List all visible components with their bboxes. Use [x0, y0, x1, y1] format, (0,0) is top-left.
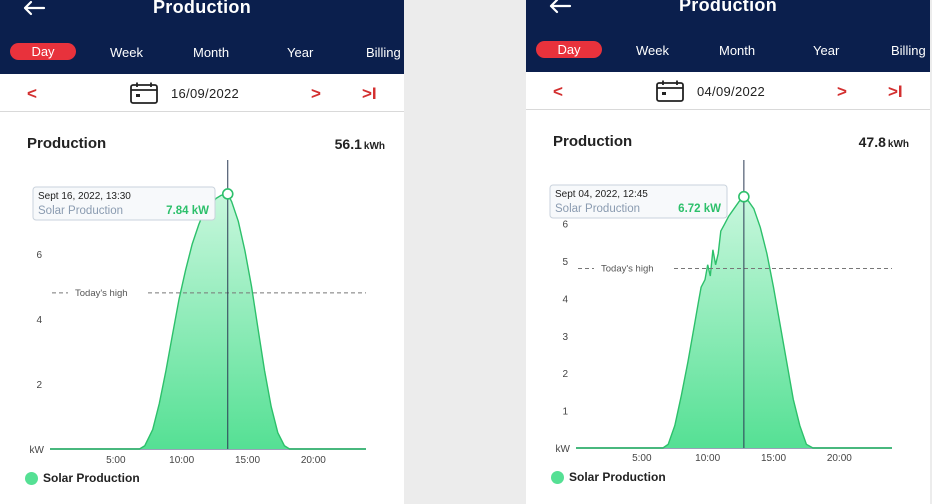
x-tick-label: 15:00: [235, 455, 260, 466]
todays-high-label: Today's high: [75, 288, 128, 299]
date-navigator: < 16/09/2022 > >I: [0, 75, 404, 112]
tooltip-box: [549, 184, 728, 219]
app-header: Production Day Week Month Year Billing: [526, 0, 930, 72]
tab-month[interactable]: Month: [193, 45, 230, 60]
tooltip-time: Sept 04, 2022, 12:45: [555, 189, 648, 200]
tooltip-label: Solar Production: [555, 203, 640, 215]
y-tick-label: 2: [562, 369, 568, 380]
x-tick-label: 20:00: [301, 455, 326, 466]
production-line: [50, 193, 366, 450]
x-tick-label: 10:00: [169, 455, 194, 466]
x-tick-label: 5:00: [632, 453, 652, 464]
y-tick-label: 6: [562, 220, 568, 231]
last-day-button[interactable]: >I: [888, 82, 903, 101]
production-total-value: 56.1: [334, 136, 362, 152]
production-total-unit: kWh: [887, 139, 909, 150]
chart-legend: Solar Production: [25, 471, 140, 485]
tooltip-box: [32, 186, 216, 221]
selected-date[interactable]: 16/09/2022: [171, 86, 240, 101]
tooltip-value: 6.72 kW: [678, 203, 721, 215]
production-area: [50, 194, 366, 449]
selected-date[interactable]: 04/09/2022: [697, 84, 766, 99]
y-tick-label: 2: [36, 380, 42, 391]
previous-day-button[interactable]: <: [553, 82, 563, 101]
legend-swatch: [25, 471, 38, 485]
production-area: [576, 196, 892, 448]
x-tick-label: 15:00: [761, 453, 786, 464]
tooltip-value: 7.84 kW: [166, 205, 209, 217]
production-panel-right: Production Day Week Month Year Billing <…: [526, 0, 930, 504]
app-header: Production Day Week Month Year Billing: [0, 0, 404, 74]
y-tick-label: 3: [562, 332, 568, 343]
cursor-marker: [738, 190, 750, 203]
legend-swatch: [551, 470, 564, 484]
last-day-button[interactable]: >I: [362, 84, 377, 103]
x-tick-label: 20:00: [827, 453, 852, 464]
back-arrow-icon[interactable]: [22, 0, 46, 16]
y-tick-label: 5: [562, 257, 568, 268]
cursor-marker: [221, 188, 234, 200]
tab-year[interactable]: Year: [287, 45, 314, 60]
y-tick-label: 1: [562, 407, 568, 418]
production-total: 47.8 kWh: [859, 134, 909, 150]
x-tick-label: 10:00: [695, 453, 720, 464]
y-tick-label: 4: [36, 315, 42, 326]
page-title: Production: [153, 0, 251, 17]
page-title: Production: [679, 0, 777, 15]
next-day-button[interactable]: >: [837, 82, 847, 101]
production-total-unit: kWh: [363, 141, 385, 152]
production-total-value: 47.8: [858, 134, 886, 150]
date-navigator: < 04/09/2022 > >I: [526, 73, 930, 110]
y-axis-unit-label: kW: [30, 445, 45, 456]
todays-high-label: Today's high: [601, 264, 654, 275]
legend-label: Solar Production: [569, 470, 666, 484]
production-label: Production: [553, 133, 633, 150]
production-label: Production: [27, 135, 107, 152]
tab-day[interactable]: Day: [536, 41, 602, 58]
x-tick-label: 5:00: [106, 455, 126, 466]
y-tick-label: 6: [36, 250, 42, 261]
tab-month[interactable]: Month: [719, 43, 756, 58]
y-axis-unit-label: kW: [556, 444, 571, 455]
calendar-icon[interactable]: [130, 82, 158, 104]
tab-day[interactable]: Day: [10, 43, 76, 60]
y-tick-label: 4: [562, 294, 568, 305]
tab-billing[interactable]: Billing: [891, 43, 926, 58]
tooltip-time: Sept 16, 2022, 13:30: [38, 191, 131, 202]
production-chart[interactable]: 2 4 6 kW 5:00 10:00 15:00 20:00 Today's high Sept…: [0, 160, 404, 466]
tab-week[interactable]: Week: [636, 43, 669, 58]
chart-legend: Solar Production: [551, 470, 666, 484]
tooltip-label: Solar Production: [38, 205, 123, 217]
next-day-button[interactable]: >: [311, 84, 321, 103]
production-chart[interactable]: 1 2 3 4 5 6 kW 5:00 10:00 15:00 20:00 Today's high S…: [526, 160, 930, 464]
production-panel-left: Production Day Week Month Year Billing <…: [0, 0, 404, 504]
tab-week[interactable]: Week: [110, 45, 143, 60]
production-total: 56.1 kWh: [335, 136, 385, 152]
production-line: [576, 195, 892, 449]
legend-label: Solar Production: [43, 471, 140, 485]
tab-billing[interactable]: Billing: [366, 45, 401, 60]
tab-year[interactable]: Year: [813, 43, 840, 58]
back-arrow-icon[interactable]: [548, 0, 572, 14]
previous-day-button[interactable]: <: [27, 84, 37, 103]
calendar-icon[interactable]: [656, 80, 684, 102]
